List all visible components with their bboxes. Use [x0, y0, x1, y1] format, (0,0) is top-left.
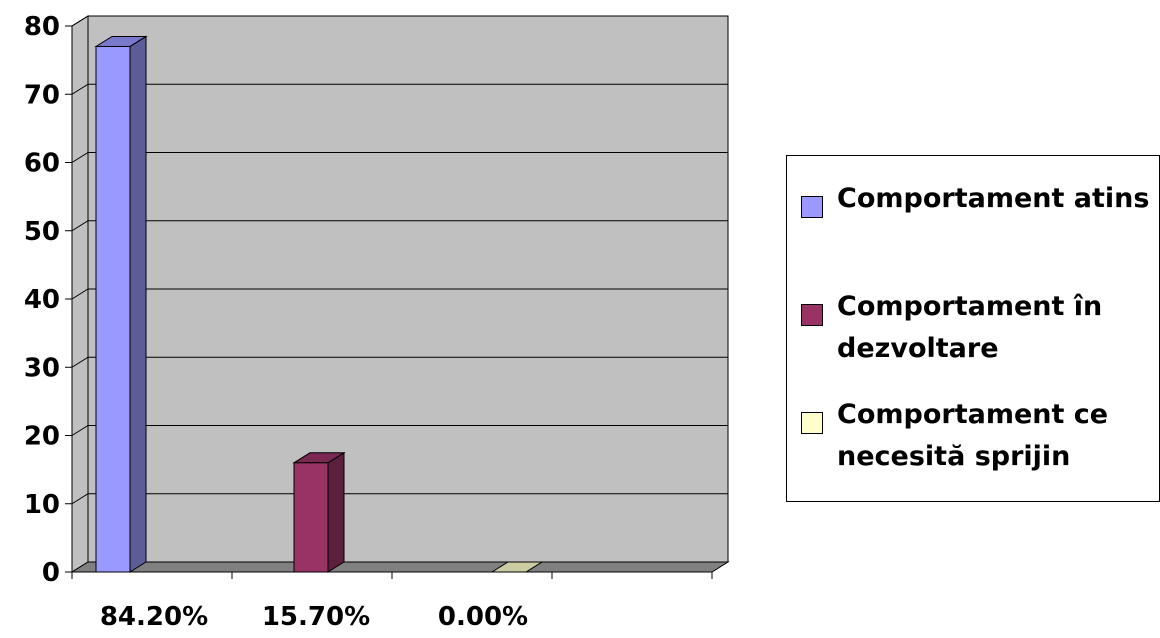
legend-item-comportament-in-dezvoltare: Comportament în dezvoltare [801, 286, 1157, 370]
bars [94, 35, 544, 573]
y-tick-label: 50 [24, 217, 60, 247]
legend: Comportament atins Comportament în dezvo… [786, 155, 1160, 502]
y-tick-label: 20 [24, 422, 60, 452]
legend-label-comportament-ce-necesita-sprijin: Comportament ce necesită sprijin [837, 399, 1109, 472]
x-tick-label: 84.20% [100, 602, 208, 632]
bar-side [327, 451, 345, 573]
legend-swatch-comportament-ce-necesita-sprijin [801, 412, 823, 434]
bar-1 [292, 451, 346, 573]
bar-top [490, 561, 544, 573]
gridline [71, 356, 728, 368]
floor [70, 561, 730, 573]
y-tick-label: 0 [42, 558, 60, 588]
bar-side [129, 35, 147, 573]
bar-front [95, 45, 131, 573]
gridline [71, 288, 728, 300]
y-tick-label: 30 [24, 353, 60, 383]
x-tick-label: 15.70% [262, 602, 370, 632]
gridline [71, 83, 728, 95]
bar-front [293, 462, 329, 573]
legend-swatch-comportament-atins [801, 196, 823, 218]
gridline [71, 493, 728, 505]
bar-2 [490, 561, 544, 573]
legend-swatch-comportament-in-dezvoltare [801, 304, 823, 326]
y-tick-label: 40 [24, 285, 60, 315]
gridline [71, 15, 728, 27]
legend-label-comportament-atins: Comportament atins [837, 183, 1150, 214]
x-tick-label: 0.00% [438, 602, 528, 632]
bar-0 [94, 35, 148, 573]
y-axis: 0 10 20 30 40 50 60 70 80 [24, 12, 73, 588]
gridline [71, 220, 728, 232]
legend-label-comportament-in-dezvoltare: Comportament în dezvoltare [837, 291, 1103, 364]
plot-area [70, 15, 730, 573]
y-tick-label: 10 [24, 490, 60, 520]
legend-item-comportament-atins: Comportament atins [801, 178, 1157, 220]
legend-item-comportament-ce-necesita-sprijin: Comportament ce necesită sprijin [801, 394, 1157, 478]
y-tick-label: 60 [24, 149, 60, 179]
y-tick-label: 70 [24, 80, 60, 110]
gridline [71, 425, 728, 436]
x-axis: 84.20% 15.70% 0.00% [71, 571, 713, 632]
gridline [71, 152, 728, 163]
y-tick-label: 80 [24, 12, 60, 42]
